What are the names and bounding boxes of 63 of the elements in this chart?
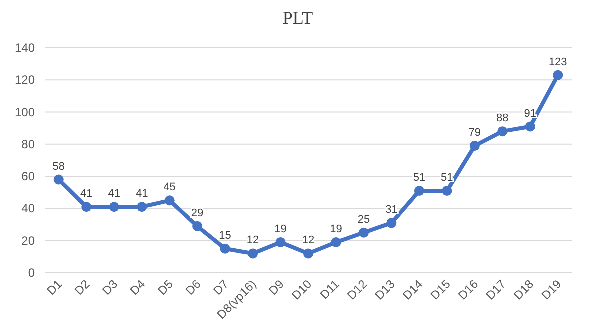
x-tick-label: D5: [155, 276, 176, 298]
x-tick-label: D11: [318, 276, 343, 302]
x-tick-label: D6: [182, 276, 204, 298]
x-tick-label: D13: [372, 276, 398, 303]
x-tick-label: D14: [400, 276, 426, 303]
x-tick-label: D1: [44, 276, 66, 298]
data-label: 29: [191, 207, 204, 220]
data-label: 25: [358, 214, 370, 226]
y-tick-label: 20: [22, 234, 36, 248]
data-label: 12: [302, 234, 315, 247]
data-label: 19: [274, 223, 287, 236]
data-label: 58: [52, 160, 65, 173]
data-label: 41: [136, 188, 148, 200]
point: [276, 237, 286, 248]
x-tick-label: D16: [456, 276, 482, 303]
x-tick-label: D19: [538, 276, 564, 303]
data-label: 12: [246, 234, 260, 247]
data-label: 123: [548, 56, 568, 68]
data-label: 51: [441, 172, 454, 184]
x-tick-label: D9: [266, 276, 288, 298]
x-tick-label: D12: [344, 276, 370, 303]
point: [498, 126, 508, 137]
y-tick-label: 100: [14, 105, 36, 120]
data-label: 91: [524, 108, 537, 120]
x-tick-label: D4: [127, 276, 148, 298]
data-label: 79: [468, 127, 482, 140]
data-label: 88: [496, 112, 509, 125]
data-label: 31: [386, 204, 398, 216]
x-tick-label: D18: [511, 276, 537, 303]
point: [331, 237, 342, 248]
data-label: 41: [80, 188, 93, 200]
point: [248, 248, 258, 259]
x-tick-label: D2: [72, 276, 93, 298]
point: [137, 202, 148, 212]
data-label: 51: [413, 172, 426, 184]
y-tick-label: 60: [22, 170, 36, 184]
chart-title: PLT: [282, 8, 314, 28]
y-tick-label: 120: [14, 73, 36, 88]
y-tick-label: 40: [22, 202, 36, 216]
data-label: 41: [108, 188, 120, 200]
point: [54, 174, 64, 185]
point: [358, 228, 369, 238]
point: [525, 122, 536, 132]
x-tick-label: D15: [428, 276, 454, 303]
y-tick-label: 0: [28, 266, 36, 280]
point: [192, 221, 203, 232]
point: [386, 218, 397, 228]
data-label: 19: [330, 223, 342, 236]
point: [470, 141, 480, 152]
x-tick-label: D10: [289, 276, 315, 303]
y-tick-label: 140: [14, 41, 36, 55]
point: [414, 186, 424, 196]
point: [442, 186, 452, 196]
point: [109, 202, 120, 212]
point: [164, 196, 175, 206]
data-label: 45: [164, 182, 176, 194]
y-tick-label: 80: [22, 137, 36, 152]
point: [220, 244, 230, 254]
x-tick-label: D3: [100, 276, 121, 298]
point: [304, 248, 314, 259]
point: [82, 202, 92, 212]
data-label: 15: [219, 230, 232, 242]
point: [553, 70, 564, 80]
